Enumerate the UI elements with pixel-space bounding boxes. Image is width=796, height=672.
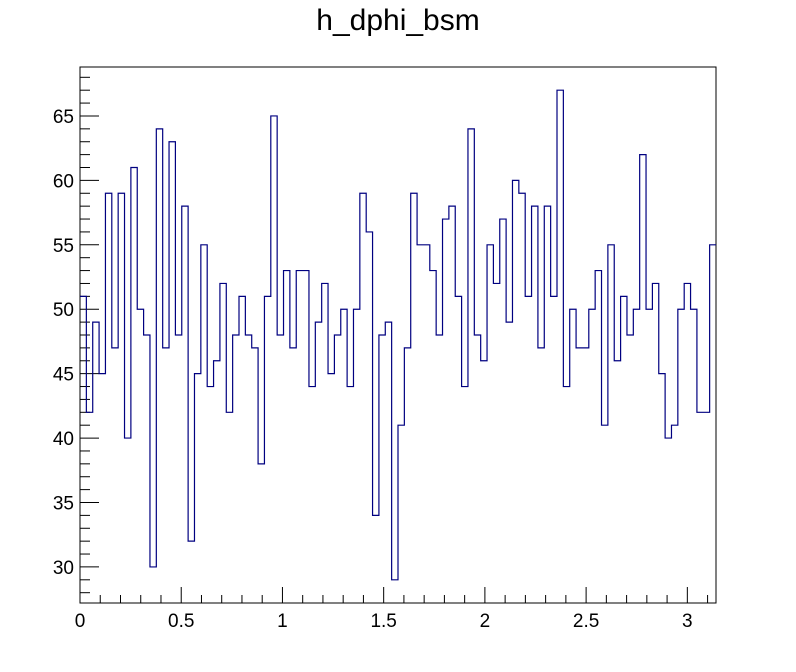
x-tick-label: 0.5	[168, 611, 194, 632]
y-tick-label: 55	[53, 236, 74, 257]
axis-tick-labels: 0 0.5 1 1.5 2 2.5 3 30 35 40 45 50 55 60 65	[53, 107, 693, 632]
y-tick-label: 65	[53, 107, 74, 128]
chart-title: h_dphi_bsm	[316, 4, 480, 37]
y-tick-label: 50	[53, 300, 74, 321]
x-tick-label: 1.5	[370, 611, 396, 632]
x-tick-label: 2.5	[573, 611, 599, 632]
y-tick-label: 60	[53, 171, 74, 192]
x-tick-label: 2	[480, 611, 491, 632]
y-tick-label: 45	[53, 365, 74, 386]
x-tick-label: 1	[277, 611, 288, 632]
x-tick-label: 3	[682, 611, 693, 632]
y-tick-label: 30	[53, 558, 74, 579]
axis-ticks	[79, 76, 709, 603]
x-tick-label: 0	[75, 611, 86, 632]
histogram-line	[80, 89, 716, 581]
y-tick-label: 40	[53, 429, 74, 450]
y-tick-label: 35	[53, 494, 74, 515]
